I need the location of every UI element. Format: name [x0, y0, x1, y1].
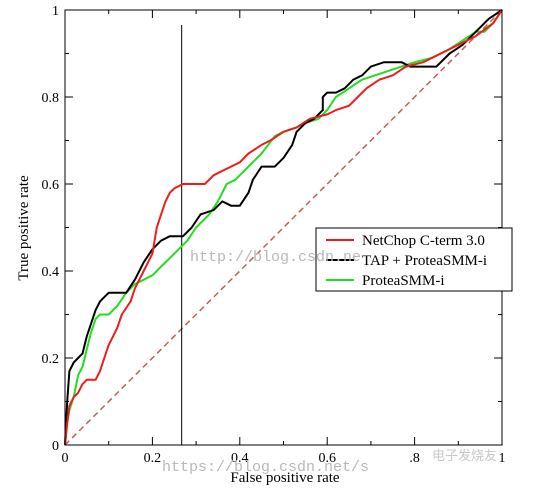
legend: NetChop C-term 3.0 TAP + ProteaSMM-i Pro…: [315, 227, 513, 292]
y-tick-label: 0.4: [42, 265, 60, 280]
series-netchop-line: [64, 9, 503, 446]
y-tick-label: 1: [52, 4, 59, 19]
x-tick-label: .8: [409, 451, 420, 466]
x-tick-label: 0: [62, 451, 69, 466]
y-tick-label: 0.6: [42, 178, 60, 193]
legend-label-tap: TAP + ProteaSMM-i: [362, 253, 487, 269]
chart-marks: [64, 9, 503, 446]
watermark-brand: 电子发烧友: [432, 448, 497, 464]
watermark-bottom: https://blog.csdn.net/s: [162, 459, 369, 476]
legend-label-netchop: NetChop C-term 3.0: [362, 233, 485, 249]
x-tick-label: 0.6: [318, 451, 336, 466]
reference-diagonal-line: [64, 9, 503, 446]
x-tick-label: 0.2: [144, 451, 162, 466]
y-axis-label: True positive rate: [16, 175, 32, 281]
x-tick-label: 0.4: [231, 451, 249, 466]
x-axis-label: False positive rate: [230, 470, 339, 486]
series-tap-proteasmm-line: [64, 9, 503, 446]
watermark-center: http://blog.csdn.ne: [190, 249, 361, 266]
legend-label-proteasmm: ProteaSMM-i: [362, 273, 445, 289]
y-tick-label: 0.8: [42, 91, 60, 106]
y-tick-label: 0: [52, 439, 59, 454]
y-tick-label: 0.2: [42, 352, 60, 367]
x-tick-label: 1: [499, 451, 506, 466]
